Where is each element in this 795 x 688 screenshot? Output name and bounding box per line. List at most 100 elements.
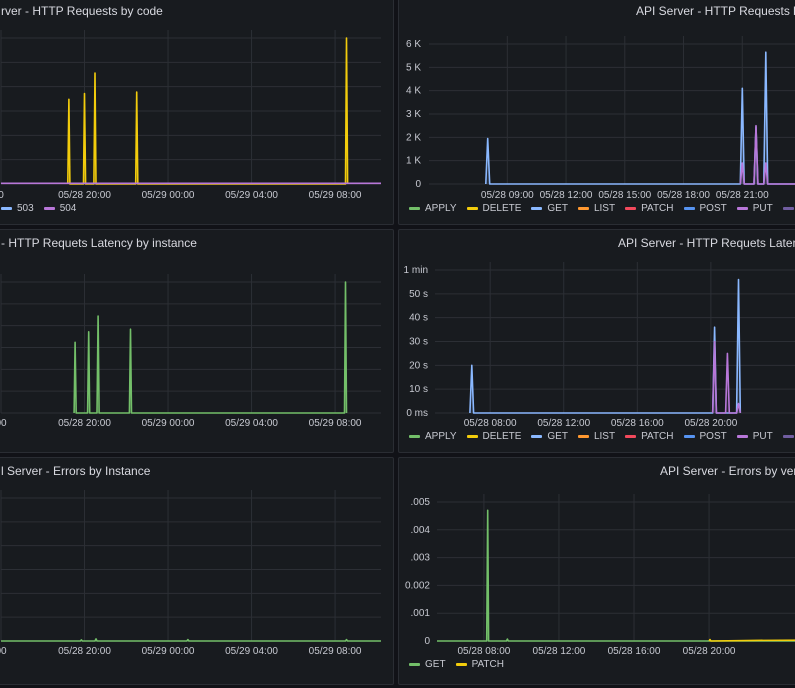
panel-errors-by-instance[interactable]: l Server - Errors by Instance 00 05/28 20… <box>0 457 394 685</box>
legend-swatch <box>736 435 748 438</box>
legend-item[interactable]: APPLY <box>409 431 457 442</box>
x-tick-label: 05/28 08:00 <box>464 418 517 429</box>
x-tick-label: 05/29 08:00 <box>309 646 362 657</box>
legend-item[interactable]: DELETE <box>466 431 521 442</box>
legend-swatch <box>466 207 478 210</box>
legend-item[interactable]: WATCH <box>782 431 795 442</box>
series-line <box>711 340 742 414</box>
legend-label: APPLY <box>425 203 457 214</box>
x-tick-label: 05/28 20:00 <box>58 418 111 429</box>
legend-label: DELETE <box>482 203 522 214</box>
chart-svg: 05/28 08:00 05/28 12:00 05/28 16:00 05/28 2… <box>404 262 795 429</box>
chart-svg: 05/28 08:00 05/28 12:00 05/28 16:00 05/28 2… <box>405 494 795 657</box>
legend-item[interactable]: APPLY <box>409 203 457 214</box>
series-fill <box>485 52 795 184</box>
x-tick-label: 05/29 00:00 <box>142 418 195 429</box>
x-tick-label: 0 <box>0 190 4 201</box>
legend-item[interactable]: LIST <box>577 203 616 214</box>
legend-item[interactable]: GET <box>531 431 568 442</box>
legend-label: GET <box>425 659 446 670</box>
y-tick-label: 0.002 <box>405 580 430 591</box>
series-line <box>485 51 795 185</box>
legend-label: LIST <box>593 203 616 214</box>
legend-swatch <box>531 207 543 210</box>
panel-latency-by-verb[interactable]: API Server - HTTP Requets Latency 05/28 … <box>398 229 795 453</box>
legend-swatch <box>531 435 543 438</box>
series-line <box>437 509 795 642</box>
legend-swatch <box>1 207 12 210</box>
x-tick-label: 05/28 08:00 <box>457 646 510 657</box>
legend-item[interactable]: DELETE <box>466 203 522 214</box>
x-tick-label: 00 <box>0 646 7 657</box>
legend-label: 503 <box>17 203 34 214</box>
x-tick-label: 05/28 09:00 <box>481 190 534 201</box>
legend-item[interactable]: PATCH <box>625 431 674 442</box>
legend-item[interactable]: PUT <box>736 203 773 214</box>
legend-item[interactable]: PATCH <box>455 659 504 670</box>
legend-swatch <box>625 207 637 210</box>
x-tick-label: 05/28 16:00 <box>608 646 661 657</box>
legend: GET PATCH <box>409 659 514 670</box>
panel-title: - HTTP Requets Latency by instance <box>1 236 197 250</box>
panel-http-requests-by-code[interactable]: rver - HTTP Requests by code 0 05/28 20:0… <box>0 0 394 225</box>
legend-label: GET <box>547 431 568 442</box>
legend-item[interactable]: GET <box>531 203 568 214</box>
panel-title: API Server - HTTP Requests by <box>636 4 795 18</box>
series-line <box>739 124 795 185</box>
y-tick-label: 3 K <box>406 109 421 120</box>
chart-svg: 00 05/28 20:00 05/29 00:00 05/29 04:00 05/29… <box>0 490 381 657</box>
legend-label: POST <box>699 431 727 442</box>
x-tick-label: 05/28 15:00 <box>598 190 651 201</box>
panel-errors-by-verb[interactable]: API Server - Errors by verb 05/28 08:00 0… <box>398 457 795 685</box>
x-tick-label: 05/29 08:00 <box>309 190 362 201</box>
y-tick-label: 20 s <box>409 360 428 371</box>
y-tick-label: 50 s <box>409 289 428 300</box>
legend-swatch <box>43 207 55 210</box>
panel-latency-by-instance[interactable]: - HTTP Requets Latency by instance 00 05/… <box>0 229 394 453</box>
x-tick-label: 05/28 16:00 <box>611 418 664 429</box>
legend-item[interactable]: POST <box>683 203 727 214</box>
legend-swatch <box>466 435 478 438</box>
legend: 503 504 <box>1 203 86 214</box>
x-tick-label: 05/28 20:00 <box>684 418 737 429</box>
legend-label: PATCH <box>641 203 674 214</box>
legend-item[interactable]: POST <box>683 431 727 442</box>
y-tick-label: 40 s <box>409 313 428 324</box>
y-tick-label: 5 K <box>406 62 421 73</box>
chart-svg: 00 05/28 20:00 05/29 00:00 05/29 04:00 05/29… <box>0 274 381 429</box>
legend-swatch <box>409 435 420 438</box>
legend-item[interactable]: LIST <box>577 431 615 442</box>
y-tick-label: .004 <box>411 525 431 536</box>
x-tick-label: 05/29 00:00 <box>142 190 195 201</box>
x-tick-label: 05/28 12:00 <box>540 190 593 201</box>
legend-item[interactable]: GET <box>409 659 446 670</box>
legend-item[interactable]: WATCH <box>782 203 795 214</box>
panel-title: API Server - Errors by verb <box>660 464 795 478</box>
y-tick-label: 0 ms <box>406 408 428 419</box>
x-tick-label: 05/29 04:00 <box>225 418 278 429</box>
series-line <box>708 638 795 642</box>
legend-swatch <box>577 435 589 438</box>
x-tick-label: 05/28 12:00 <box>533 646 586 657</box>
legend: APPLY DELETE GET LIST PATCH POST PUT WATCH <box>409 203 795 214</box>
legend-swatch <box>577 207 589 210</box>
legend-swatch <box>683 207 695 210</box>
chart-svg: 05/28 09:00 05/28 12:00 05/28 15:00 05/28 1… <box>406 36 795 201</box>
y-tick-label: .005 <box>411 497 431 508</box>
legend-swatch <box>736 207 748 210</box>
legend-swatch <box>782 435 794 438</box>
y-tick-label: .003 <box>411 553 431 564</box>
y-tick-label: 0 <box>415 179 421 190</box>
y-tick-label: 2 K <box>406 132 421 143</box>
legend-label: PATCH <box>641 431 674 442</box>
legend-item[interactable]: 504 <box>43 203 76 214</box>
legend-swatch <box>782 207 794 210</box>
x-tick-label: 05/28 20:00 <box>58 190 111 201</box>
series-line <box>469 278 742 414</box>
legend-label: PATCH <box>471 659 504 670</box>
panel-http-requests-by-verb[interactable]: API Server - HTTP Requests by 05/28 09:0… <box>398 0 795 225</box>
legend-item[interactable]: 503 <box>1 203 34 214</box>
legend-item[interactable]: PATCH <box>625 203 674 214</box>
panel-title: rver - HTTP Requests by code <box>1 4 163 18</box>
legend-item[interactable]: PUT <box>736 431 773 442</box>
